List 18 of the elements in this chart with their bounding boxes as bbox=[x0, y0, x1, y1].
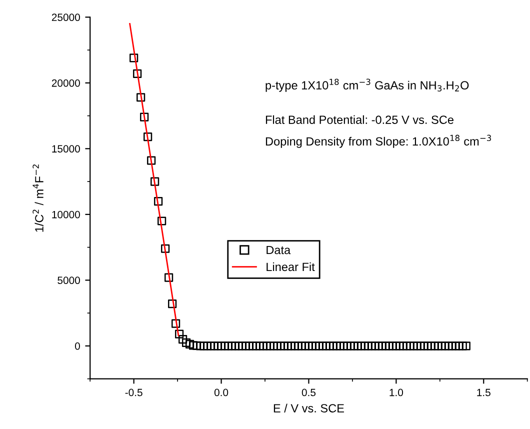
y-tick-label: 25000 bbox=[52, 14, 80, 22]
text: p-type 1X10$^{18}$ cm$^{−3}$ GaAs in NH$_{3}$.H$_{2}$O bbox=[266, 78, 469, 92]
x-tick-label: 0.0 bbox=[214, 388, 228, 396]
x-tick-label: 1.5 bbox=[477, 388, 490, 396]
y-tick-label: 0 bbox=[74, 342, 80, 350]
y-tick-label: 20000 bbox=[52, 79, 80, 87]
x-tick-label: -0.5 bbox=[125, 388, 142, 396]
annotation: Flat Band Potential: -0.25 V vs. SCe bbox=[266, 115, 454, 124]
annotation: Doping Density from Slope: 1.0X10$^{18}$ cm$^{−3}$ bbox=[266, 134, 491, 148]
x-axis-title: E / V vs. SCE bbox=[274, 404, 344, 412]
x-tick-label: 0.5 bbox=[302, 388, 316, 396]
y-tick-label: 10000 bbox=[52, 210, 80, 218]
y-axis-title: 1/C$^{2}$ / m$^{4}$F$^{−2}$ bbox=[32, 164, 44, 232]
y-tick-label: 5000 bbox=[58, 276, 80, 284]
x-tick-label: 1.0 bbox=[390, 388, 404, 396]
legend-label: Linear Fit bbox=[266, 262, 315, 272]
legend-label: Data bbox=[266, 246, 291, 254]
y-tick-label: 15000 bbox=[52, 145, 80, 153]
